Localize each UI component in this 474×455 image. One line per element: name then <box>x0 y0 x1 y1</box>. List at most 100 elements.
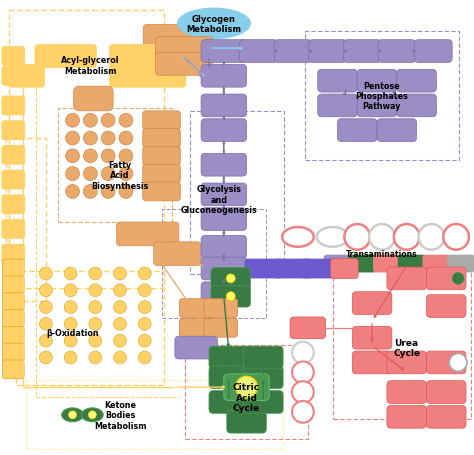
Circle shape <box>83 132 97 146</box>
FancyBboxPatch shape <box>201 208 246 231</box>
FancyBboxPatch shape <box>348 255 376 273</box>
Circle shape <box>114 268 127 280</box>
Circle shape <box>101 114 115 128</box>
Circle shape <box>292 342 314 364</box>
Circle shape <box>419 224 444 250</box>
FancyBboxPatch shape <box>1 146 25 165</box>
FancyBboxPatch shape <box>143 165 180 184</box>
Bar <box>162 210 266 318</box>
FancyBboxPatch shape <box>1 121 25 141</box>
FancyBboxPatch shape <box>201 184 246 206</box>
Circle shape <box>64 284 77 297</box>
FancyBboxPatch shape <box>2 276 24 295</box>
FancyBboxPatch shape <box>427 295 466 318</box>
FancyBboxPatch shape <box>290 317 326 339</box>
FancyBboxPatch shape <box>175 337 218 359</box>
Circle shape <box>226 274 235 283</box>
Circle shape <box>83 167 97 181</box>
FancyBboxPatch shape <box>143 147 180 166</box>
Ellipse shape <box>82 408 103 422</box>
FancyBboxPatch shape <box>373 255 401 273</box>
FancyBboxPatch shape <box>357 70 397 93</box>
Circle shape <box>89 301 102 314</box>
Ellipse shape <box>62 408 83 422</box>
Text: Acyl-glycerol
Metabolism: Acyl-glycerol Metabolism <box>61 56 119 76</box>
FancyBboxPatch shape <box>204 299 237 318</box>
Circle shape <box>39 351 52 364</box>
FancyBboxPatch shape <box>318 95 357 117</box>
Circle shape <box>119 114 133 128</box>
FancyBboxPatch shape <box>204 319 237 338</box>
FancyBboxPatch shape <box>240 40 277 63</box>
Circle shape <box>101 167 115 181</box>
Circle shape <box>39 301 52 314</box>
Circle shape <box>119 132 133 146</box>
Circle shape <box>292 381 314 403</box>
Circle shape <box>101 185 115 199</box>
FancyBboxPatch shape <box>109 65 186 88</box>
Text: Citric
Acid
Cycle: Citric Acid Cycle <box>233 382 260 412</box>
Circle shape <box>69 411 76 419</box>
Circle shape <box>89 284 102 297</box>
Text: Ketone
Bodies
Metabolism: Ketone Bodies Metabolism <box>94 400 146 430</box>
FancyBboxPatch shape <box>387 405 427 428</box>
FancyBboxPatch shape <box>330 259 358 279</box>
Circle shape <box>101 150 115 163</box>
FancyBboxPatch shape <box>398 255 426 273</box>
Circle shape <box>39 318 52 331</box>
Ellipse shape <box>317 228 348 247</box>
FancyBboxPatch shape <box>2 344 24 362</box>
FancyBboxPatch shape <box>224 374 269 400</box>
FancyBboxPatch shape <box>2 259 24 278</box>
Circle shape <box>114 334 127 347</box>
Circle shape <box>65 185 80 199</box>
Bar <box>58 109 172 222</box>
Circle shape <box>449 354 467 371</box>
FancyBboxPatch shape <box>201 154 246 177</box>
FancyBboxPatch shape <box>201 120 246 142</box>
FancyBboxPatch shape <box>422 255 450 273</box>
FancyBboxPatch shape <box>2 360 24 379</box>
FancyBboxPatch shape <box>344 40 381 63</box>
Circle shape <box>119 167 133 181</box>
Circle shape <box>292 362 314 384</box>
Circle shape <box>138 334 151 347</box>
Bar <box>26 380 283 450</box>
Circle shape <box>88 411 96 419</box>
Text: Glycolysis
and
Gluconeogenesis: Glycolysis and Gluconeogenesis <box>181 185 257 215</box>
FancyBboxPatch shape <box>447 255 474 273</box>
Circle shape <box>64 351 77 364</box>
Circle shape <box>39 268 52 280</box>
FancyBboxPatch shape <box>201 258 246 280</box>
FancyBboxPatch shape <box>2 293 24 312</box>
FancyBboxPatch shape <box>155 38 213 61</box>
FancyBboxPatch shape <box>201 95 246 117</box>
FancyBboxPatch shape <box>1 47 25 67</box>
FancyBboxPatch shape <box>227 410 266 433</box>
FancyBboxPatch shape <box>179 299 213 318</box>
Circle shape <box>64 301 77 314</box>
Circle shape <box>89 334 102 347</box>
FancyBboxPatch shape <box>2 327 24 345</box>
FancyBboxPatch shape <box>211 268 250 290</box>
FancyBboxPatch shape <box>301 259 338 279</box>
FancyBboxPatch shape <box>179 319 213 338</box>
FancyBboxPatch shape <box>352 292 392 315</box>
FancyBboxPatch shape <box>1 96 25 116</box>
FancyBboxPatch shape <box>427 268 466 290</box>
Bar <box>305 32 458 161</box>
Bar <box>185 345 308 439</box>
Circle shape <box>138 284 151 297</box>
FancyBboxPatch shape <box>274 259 312 279</box>
Bar <box>16 271 164 385</box>
Circle shape <box>138 318 151 331</box>
Circle shape <box>64 318 77 331</box>
FancyBboxPatch shape <box>387 268 427 290</box>
FancyBboxPatch shape <box>387 381 427 404</box>
Circle shape <box>236 376 257 398</box>
Circle shape <box>452 273 464 285</box>
FancyBboxPatch shape <box>1 67 25 86</box>
FancyBboxPatch shape <box>415 40 452 63</box>
FancyBboxPatch shape <box>387 351 427 374</box>
FancyBboxPatch shape <box>245 259 282 279</box>
